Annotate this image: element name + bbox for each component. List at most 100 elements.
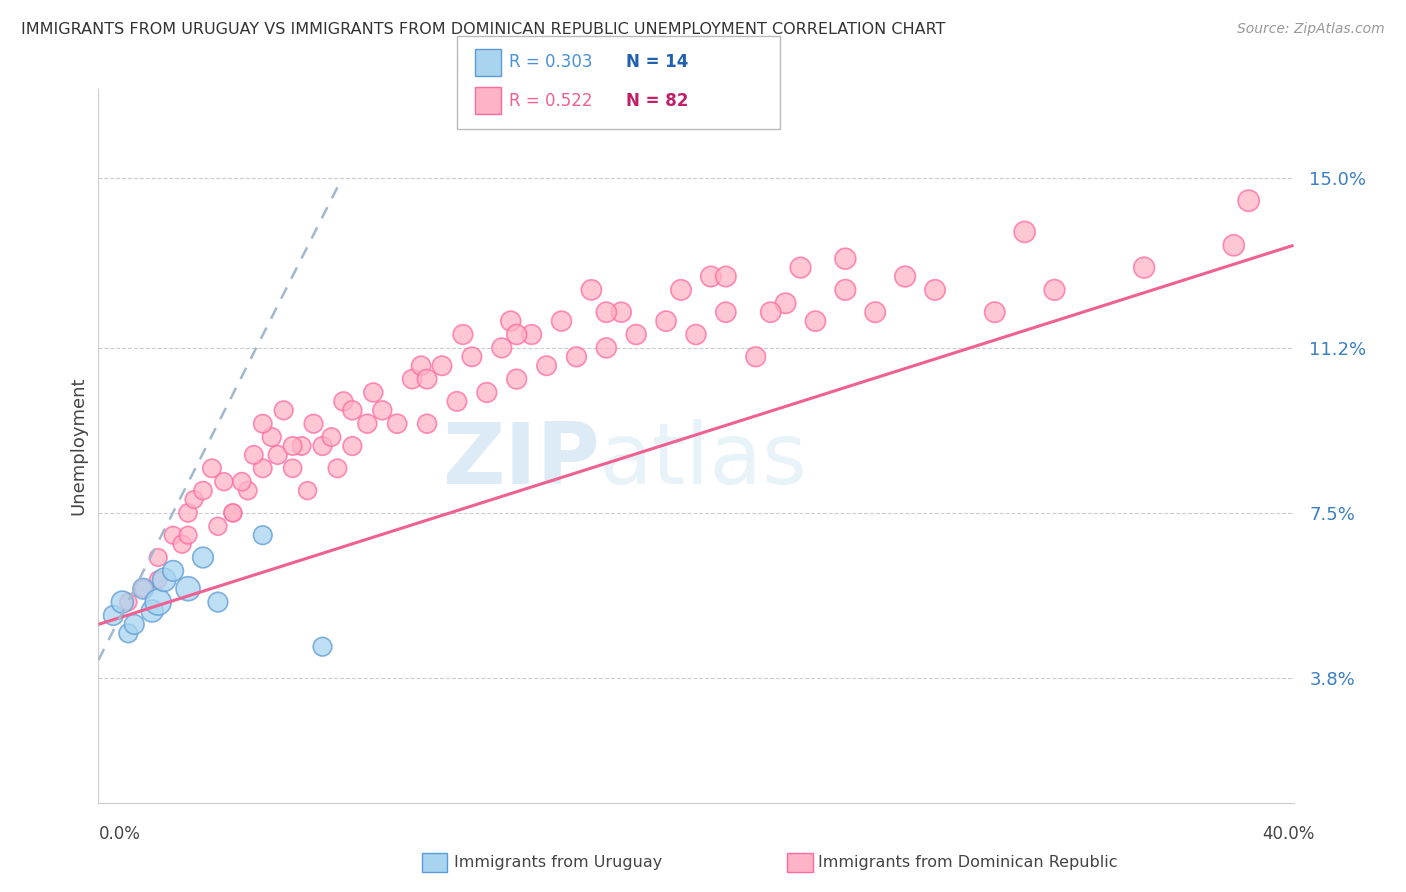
Point xyxy=(252,417,274,431)
Point xyxy=(117,595,139,609)
Text: atlas: atlas xyxy=(600,418,808,502)
Point xyxy=(222,506,245,520)
Point xyxy=(311,640,333,654)
Point xyxy=(252,528,274,542)
Point xyxy=(231,475,253,489)
Point xyxy=(132,582,155,596)
Point xyxy=(267,448,290,462)
Point xyxy=(342,439,364,453)
Point xyxy=(550,314,572,328)
Point xyxy=(655,314,678,328)
Point xyxy=(1133,260,1156,275)
Point xyxy=(1043,283,1066,297)
Point xyxy=(326,461,349,475)
Point xyxy=(124,617,146,632)
Point xyxy=(401,372,423,386)
Text: 40.0%: 40.0% xyxy=(1263,825,1315,843)
Point xyxy=(1237,194,1260,208)
Y-axis label: Unemployment: Unemployment xyxy=(69,376,87,516)
Point xyxy=(714,305,737,319)
Point xyxy=(207,595,229,609)
Point xyxy=(984,305,1007,319)
Text: Immigrants from Dominican Republic: Immigrants from Dominican Republic xyxy=(818,855,1118,870)
Point xyxy=(332,394,354,409)
Point xyxy=(148,573,170,587)
Point xyxy=(371,403,394,417)
Point xyxy=(243,448,266,462)
Point xyxy=(356,417,378,431)
Text: N = 14: N = 14 xyxy=(626,54,688,71)
Point xyxy=(1014,225,1036,239)
Point xyxy=(201,461,224,475)
Text: 0.0%: 0.0% xyxy=(98,825,141,843)
Point xyxy=(191,550,214,565)
Point xyxy=(745,350,768,364)
Text: Immigrants from Uruguay: Immigrants from Uruguay xyxy=(454,855,662,870)
Point xyxy=(177,582,200,596)
Point xyxy=(416,417,439,431)
Point xyxy=(311,439,333,453)
Point xyxy=(461,350,484,364)
Point xyxy=(536,359,558,373)
Point xyxy=(132,582,155,596)
Point xyxy=(775,296,797,310)
Point xyxy=(148,550,170,565)
Point xyxy=(153,573,176,587)
Point xyxy=(834,283,856,297)
Point xyxy=(506,327,529,342)
Point xyxy=(451,327,474,342)
Point xyxy=(446,394,468,409)
Point xyxy=(363,385,385,400)
Point xyxy=(610,305,633,319)
Point xyxy=(291,439,314,453)
Point xyxy=(260,430,283,444)
Point xyxy=(148,595,170,609)
Point xyxy=(212,475,235,489)
Point xyxy=(222,506,245,520)
Point xyxy=(804,314,827,328)
Point xyxy=(321,430,343,444)
Point xyxy=(626,327,648,342)
Point xyxy=(700,269,723,284)
Point xyxy=(273,403,295,417)
Text: R = 0.303: R = 0.303 xyxy=(509,54,592,71)
Point xyxy=(252,461,274,475)
Point xyxy=(714,269,737,284)
Text: N = 82: N = 82 xyxy=(626,92,688,110)
Point xyxy=(894,269,917,284)
Point xyxy=(207,519,229,533)
Point xyxy=(834,252,856,266)
Point xyxy=(297,483,319,498)
Point xyxy=(236,483,259,498)
Point xyxy=(520,327,543,342)
Point xyxy=(162,528,184,542)
Text: ZIP: ZIP xyxy=(443,418,600,502)
Point xyxy=(281,439,304,453)
Text: R = 0.522: R = 0.522 xyxy=(509,92,592,110)
Point xyxy=(430,359,453,373)
Point xyxy=(506,372,529,386)
Point xyxy=(669,283,692,297)
Point xyxy=(162,564,184,578)
Point xyxy=(789,260,811,275)
Text: IMMIGRANTS FROM URUGUAY VS IMMIGRANTS FROM DOMINICAN REPUBLIC UNEMPLOYMENT CORRE: IMMIGRANTS FROM URUGUAY VS IMMIGRANTS FR… xyxy=(21,22,946,37)
Point xyxy=(141,604,163,618)
Point xyxy=(759,305,782,319)
Point xyxy=(865,305,887,319)
Point xyxy=(416,372,439,386)
Point xyxy=(581,283,603,297)
Point xyxy=(111,595,134,609)
Point xyxy=(475,385,498,400)
Point xyxy=(491,341,513,355)
Point xyxy=(172,537,194,551)
Point xyxy=(565,350,588,364)
Point xyxy=(595,341,617,355)
Point xyxy=(302,417,325,431)
Point xyxy=(685,327,707,342)
Point xyxy=(117,626,139,640)
Point xyxy=(595,305,617,319)
Point xyxy=(499,314,522,328)
Point xyxy=(183,492,205,507)
Point xyxy=(281,461,304,475)
Point xyxy=(191,483,214,498)
